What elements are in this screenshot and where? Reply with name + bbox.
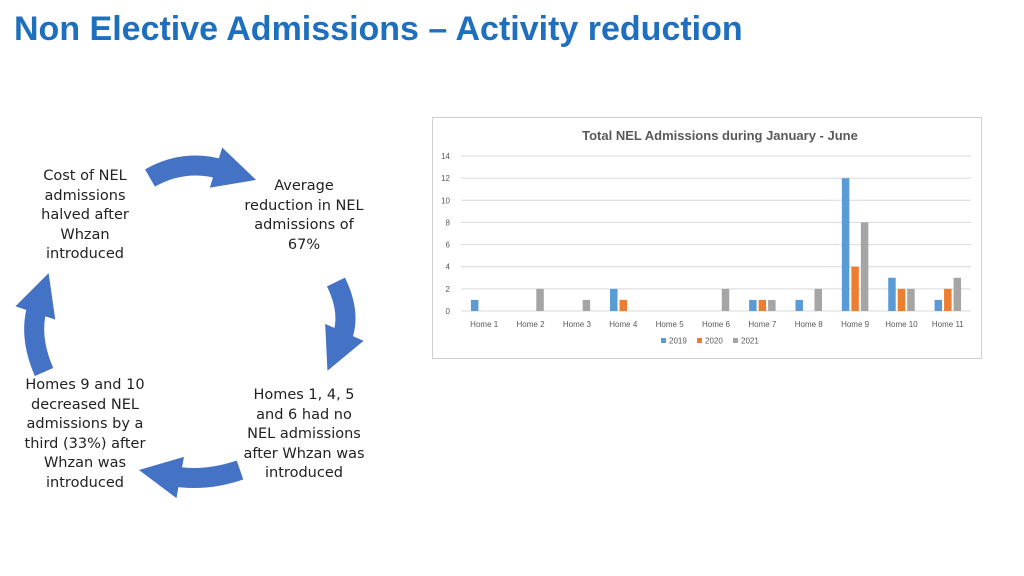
x-tick-label: Home 11 <box>932 320 964 329</box>
y-tick-label: 0 <box>446 307 451 316</box>
bar-2021-home-10 <box>907 288 915 311</box>
legend-label-2019: 2019 <box>669 337 687 346</box>
legend-swatch-2019 <box>661 338 666 343</box>
arrow-left <box>15 273 56 376</box>
bar-2021-home-8 <box>814 288 822 311</box>
page-title: Non Elective Admissions – Activity reduc… <box>14 10 743 48</box>
legend-label-2021: 2021 <box>741 337 759 346</box>
bar-2020-home-9 <box>851 266 859 311</box>
y-tick-label: 4 <box>446 263 451 272</box>
legend-swatch-2020 <box>697 338 702 343</box>
y-tick-label: 6 <box>446 241 451 250</box>
chart-container: Total NEL Admissions during January - Ju… <box>432 117 982 359</box>
bar-2019-home-10 <box>888 277 896 311</box>
bar-2021-home-2 <box>536 288 544 311</box>
cycle-text-no-admissions: Homes 1, 4, 5 and 6 had no NEL admission… <box>243 387 365 481</box>
x-tick-label: Home 4 <box>609 320 638 329</box>
bar-2019-home-11 <box>934 299 943 311</box>
bar-2019-home-1 <box>470 299 479 311</box>
arrow-top <box>145 147 257 188</box>
bar-2020-home-10 <box>897 288 906 311</box>
bar-2020-home-11 <box>944 288 952 311</box>
bar-2021-home-7 <box>768 299 776 311</box>
arrow-bottom <box>138 456 244 499</box>
cycle-text-cost: Cost of NEL admissions halved after Whza… <box>41 168 129 262</box>
x-tick-label: Home 10 <box>885 320 918 329</box>
x-tick-label: Home 2 <box>517 320 546 329</box>
cycle-text-decreased: Homes 9 and 10 decreased NEL admissions … <box>24 377 146 491</box>
x-tick-label: Home 5 <box>656 320 685 329</box>
bar-2019-home-8 <box>795 299 803 311</box>
cycle-text-average-reduction: Average reduction in NEL admissions of 6… <box>244 178 364 253</box>
y-tick-label: 14 <box>441 152 450 161</box>
bar-2019-home-4 <box>610 288 618 311</box>
x-tick-label: Home 1 <box>470 320 499 329</box>
nel-admissions-chart: Total NEL Admissions during January - Ju… <box>441 128 971 346</box>
y-tick-label: 12 <box>441 174 450 183</box>
x-tick-label: Home 9 <box>841 320 870 329</box>
bar-2021-home-6 <box>721 288 730 311</box>
bar-2021-home-11 <box>953 277 962 311</box>
x-tick-label: Home 3 <box>563 320 592 329</box>
bar-2020-home-4 <box>619 299 628 311</box>
bar-2020-home-7 <box>758 299 767 311</box>
y-tick-label: 8 <box>446 218 451 227</box>
x-tick-label: Home 8 <box>795 320 824 329</box>
x-tick-label: Home 6 <box>702 320 731 329</box>
x-tick-label: Home 7 <box>748 320 777 329</box>
arrow-right <box>325 277 364 371</box>
chart-title: Total NEL Admissions during January - Ju… <box>582 128 858 143</box>
legend-swatch-2021 <box>733 338 738 343</box>
y-tick-label: 10 <box>441 196 450 205</box>
bar-2021-home-3 <box>582 299 591 311</box>
bar-2021-home-9 <box>860 222 869 311</box>
bar-2019-home-7 <box>749 299 757 311</box>
legend-label-2020: 2020 <box>705 337 723 346</box>
bar-2019-home-9 <box>841 178 850 311</box>
y-tick-label: 2 <box>446 285 451 294</box>
